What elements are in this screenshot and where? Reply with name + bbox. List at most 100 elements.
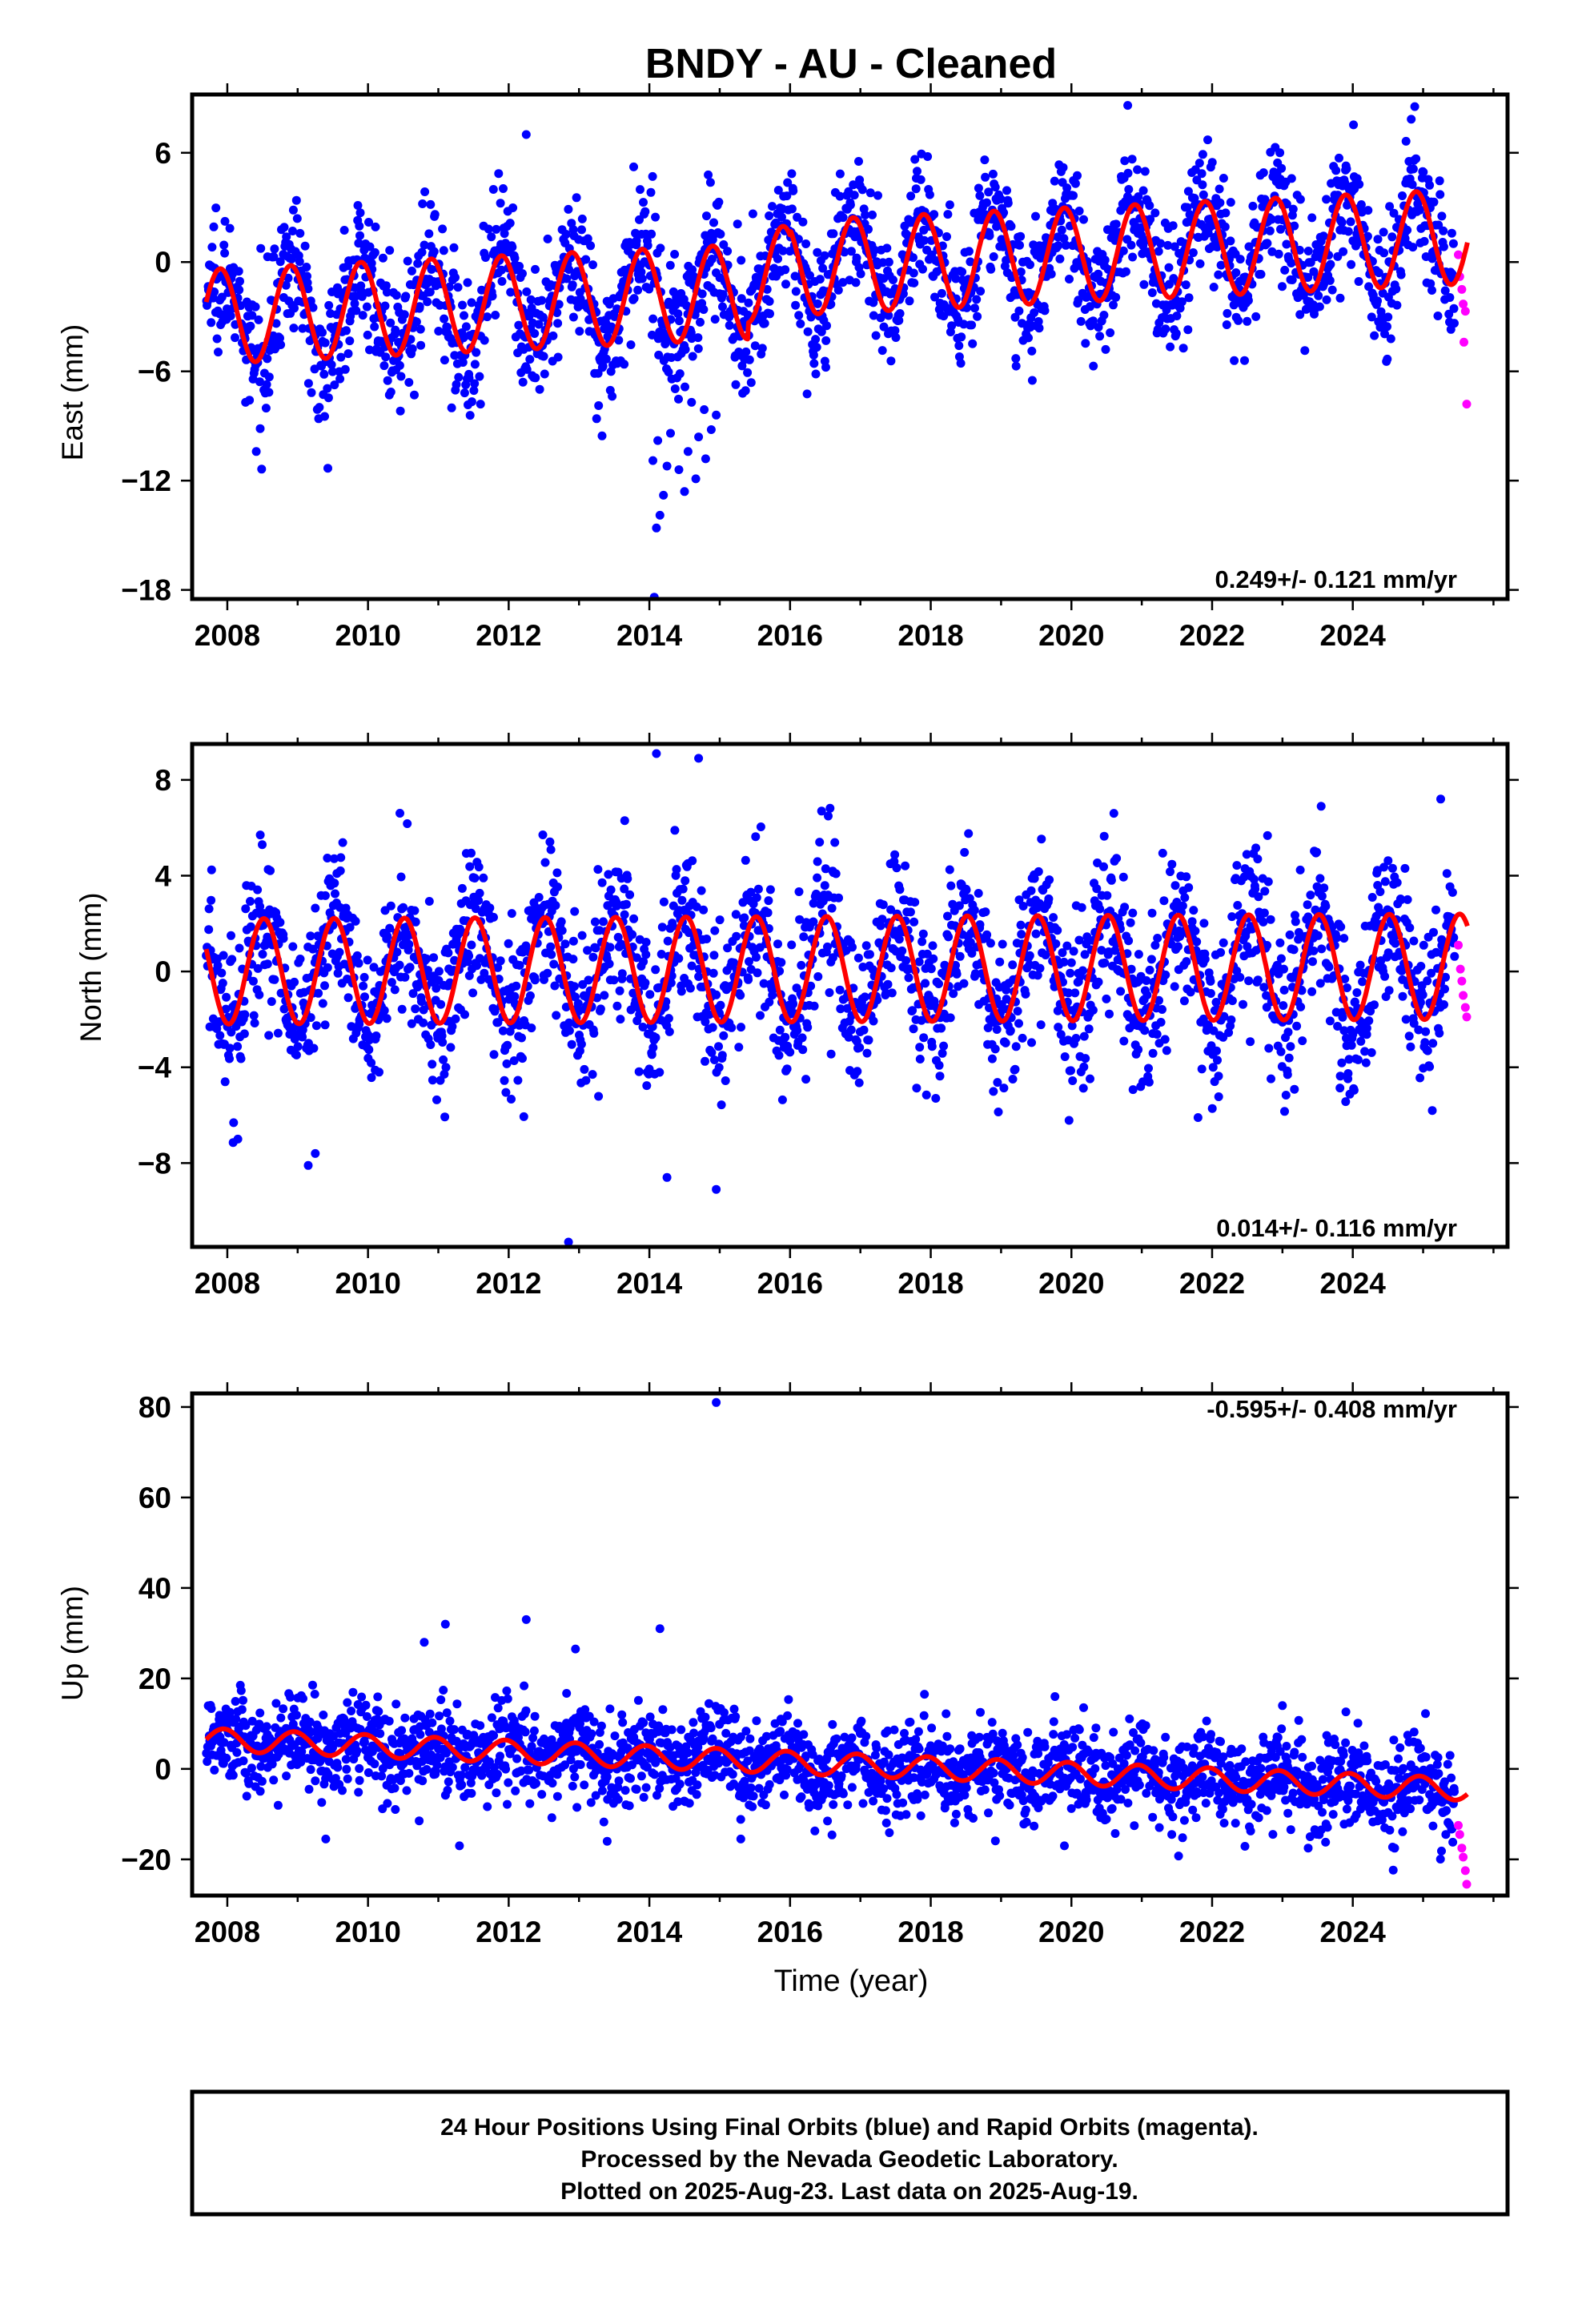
east-final-point xyxy=(697,289,707,299)
east-final-point xyxy=(1407,115,1416,124)
east-x-tick-label: 2014 xyxy=(616,619,683,652)
north-final-point xyxy=(1335,1084,1345,1093)
east-final-point xyxy=(300,241,310,251)
east-final-point xyxy=(283,273,293,283)
north-final-point xyxy=(1192,937,1202,947)
east-final-point xyxy=(290,304,299,313)
north-final-point xyxy=(1276,1047,1286,1056)
east-final-point xyxy=(1415,205,1424,215)
east-final-point xyxy=(1161,324,1170,334)
north-final-point xyxy=(918,929,928,939)
north-final-point xyxy=(825,803,835,813)
east-x-tick-label: 2016 xyxy=(757,619,823,652)
north-final-point xyxy=(241,904,251,914)
north-final-point xyxy=(440,1069,449,1079)
east-final-point xyxy=(781,279,790,289)
east-final-point xyxy=(1182,203,1192,212)
north-y-tick-label: −4 xyxy=(138,1051,172,1084)
figure-title: BNDY - AU - Cleaned xyxy=(645,41,1057,87)
up-final-point xyxy=(347,1707,356,1715)
east-final-point xyxy=(211,203,221,213)
east-final-point xyxy=(743,368,753,377)
north-final-point xyxy=(419,1018,428,1027)
north-final-point xyxy=(1170,982,1179,991)
north-final-point xyxy=(475,888,484,898)
east-final-point xyxy=(1061,240,1070,250)
east-final-point xyxy=(1215,198,1225,207)
east-final-point xyxy=(1170,242,1179,251)
east-final-point xyxy=(1427,286,1436,295)
east-final-point xyxy=(916,175,926,184)
north-final-point xyxy=(775,1025,785,1035)
east-final-point xyxy=(1440,286,1450,296)
east-final-point xyxy=(773,186,783,195)
east-final-point xyxy=(416,340,426,350)
north-final-point xyxy=(966,938,975,947)
east-final-point xyxy=(796,319,805,328)
east-final-point xyxy=(575,327,584,336)
north-final-point xyxy=(1356,1036,1366,1046)
east-final-outlier xyxy=(712,410,721,420)
east-final-point xyxy=(1282,239,1291,249)
up-final-point xyxy=(355,1775,364,1785)
east-final-point xyxy=(1024,333,1033,343)
east-final-point xyxy=(1031,211,1040,221)
north-final-point xyxy=(592,993,602,1003)
east-final-point xyxy=(733,219,742,229)
east-final-point xyxy=(1278,282,1287,292)
east-final-point xyxy=(1209,283,1219,292)
north-final-point xyxy=(568,936,578,946)
north-final-point xyxy=(1068,1076,1078,1085)
north-final-point xyxy=(1403,895,1412,904)
up-final-point xyxy=(242,1791,251,1801)
east-final-outlier xyxy=(691,474,701,484)
north-final-point xyxy=(279,1004,289,1014)
north-final-point xyxy=(894,935,904,944)
north-final-point xyxy=(620,884,629,894)
north-final-point xyxy=(1119,1036,1129,1046)
north-final-point xyxy=(580,1064,589,1074)
east-final-point xyxy=(1403,225,1412,235)
north-final-point xyxy=(507,909,516,919)
east-final-point xyxy=(226,312,235,320)
north-final-point xyxy=(934,1060,944,1070)
east-final-point xyxy=(1355,179,1364,189)
east-final-point xyxy=(365,345,374,355)
east-final-point xyxy=(869,311,878,320)
east-final-point xyxy=(1303,272,1313,282)
north-final-point xyxy=(1253,975,1263,985)
north-final-point xyxy=(570,907,580,916)
north-final-point xyxy=(424,897,434,906)
east-y-tick-label: −18 xyxy=(121,574,171,607)
east-final-point xyxy=(288,227,297,235)
north-final-point xyxy=(921,1090,931,1100)
east-final-point xyxy=(427,264,436,274)
north-final-point xyxy=(329,854,339,863)
east-final-point xyxy=(1450,319,1459,328)
east-final-point xyxy=(919,235,929,245)
east-final-point xyxy=(496,265,506,275)
east-final-outlier xyxy=(701,454,710,464)
north-final-point xyxy=(1442,869,1452,879)
east-final-point xyxy=(1267,215,1276,224)
east-final-point xyxy=(327,360,336,369)
east-final-point xyxy=(1319,231,1328,241)
north-final-point xyxy=(1112,854,1122,863)
north-final-point xyxy=(638,1023,648,1031)
east-final-point xyxy=(688,265,697,275)
east-final-point xyxy=(1184,293,1194,303)
north-final-point xyxy=(236,1054,246,1063)
north-final-point xyxy=(1308,957,1317,967)
east-final-point xyxy=(783,178,793,187)
east-plot-frame xyxy=(190,92,1510,601)
north-final-point xyxy=(1315,874,1325,883)
east-final-point xyxy=(1111,292,1121,302)
north-final-point xyxy=(1105,1009,1114,1019)
north-final-point xyxy=(1199,919,1209,928)
north-final-point xyxy=(584,975,593,985)
east-final-point xyxy=(838,213,848,223)
up-final-point xyxy=(341,1755,351,1764)
east-final-point xyxy=(1101,344,1110,354)
north-final-point xyxy=(1284,1053,1294,1063)
up-final-point xyxy=(308,1680,317,1690)
